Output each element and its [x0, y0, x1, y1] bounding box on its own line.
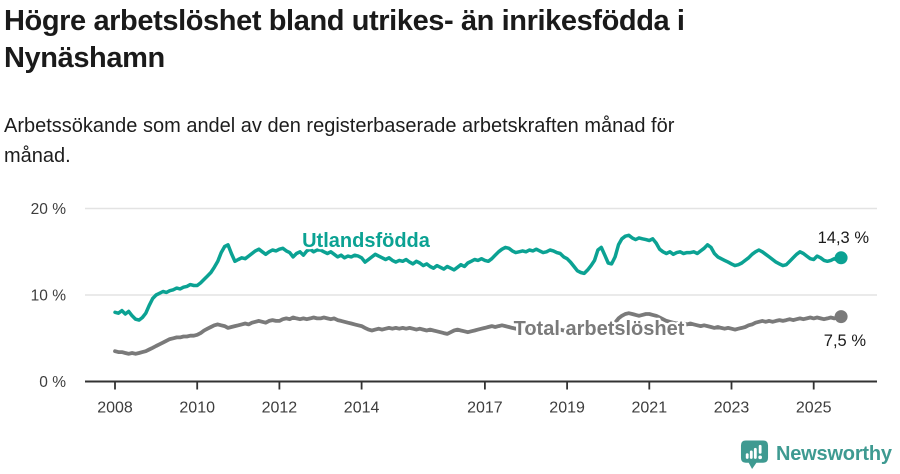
page-title-line-1: Högre arbetslöshet bland utrikes- än inr…	[4, 5, 685, 37]
x-tick-label-2010: 2010	[179, 400, 215, 417]
chart-subtitle-line-1: Arbetssökande som andel av den registerb…	[4, 115, 675, 137]
x-tick-label-2008: 2008	[97, 400, 133, 417]
page-title: Högre arbetslöshet bland utrikes- än inr…	[4, 3, 685, 77]
newsworthy-logo-icon	[740, 439, 769, 471]
series-end-dot-1	[834, 251, 848, 265]
x-tick-label-2017: 2017	[467, 400, 503, 417]
x-tick-label-2025: 2025	[796, 400, 832, 417]
y-axis-label-10: 10 %	[31, 288, 67, 305]
series-line-1	[113, 233, 843, 322]
x-tick-label-2012: 2012	[262, 400, 298, 417]
newsworthy-brand-text: Newsworthy	[776, 443, 892, 465]
y-axis-label-20: 20 %	[31, 201, 67, 218]
x-tick-label-2021: 2021	[632, 400, 668, 417]
x-tick-label-2023: 2023	[714, 400, 750, 417]
newsworthy-attribution-link[interactable]: Newsworthy	[740, 439, 892, 470]
series-label-2: Total arbetslöshet	[514, 318, 685, 340]
series-end-value-1: 14,3 %	[818, 229, 870, 247]
x-tick-label-2014: 2014	[344, 400, 380, 417]
series-end-dot-2	[834, 310, 848, 324]
series-label-1: Utlandsfödda	[302, 230, 431, 252]
x-tick-label-2019: 2019	[549, 400, 585, 417]
page-title-line-2: Nynäshamn	[4, 42, 165, 74]
chart-subtitle-line-2: månad.	[4, 145, 71, 167]
series-end-value-2: 7,5 %	[824, 332, 867, 350]
series-line-2	[113, 311, 843, 356]
y-axis-label-0: 0 %	[39, 374, 66, 391]
chart-subtitle: Arbetssökande som andel av den registerb…	[4, 111, 674, 171]
